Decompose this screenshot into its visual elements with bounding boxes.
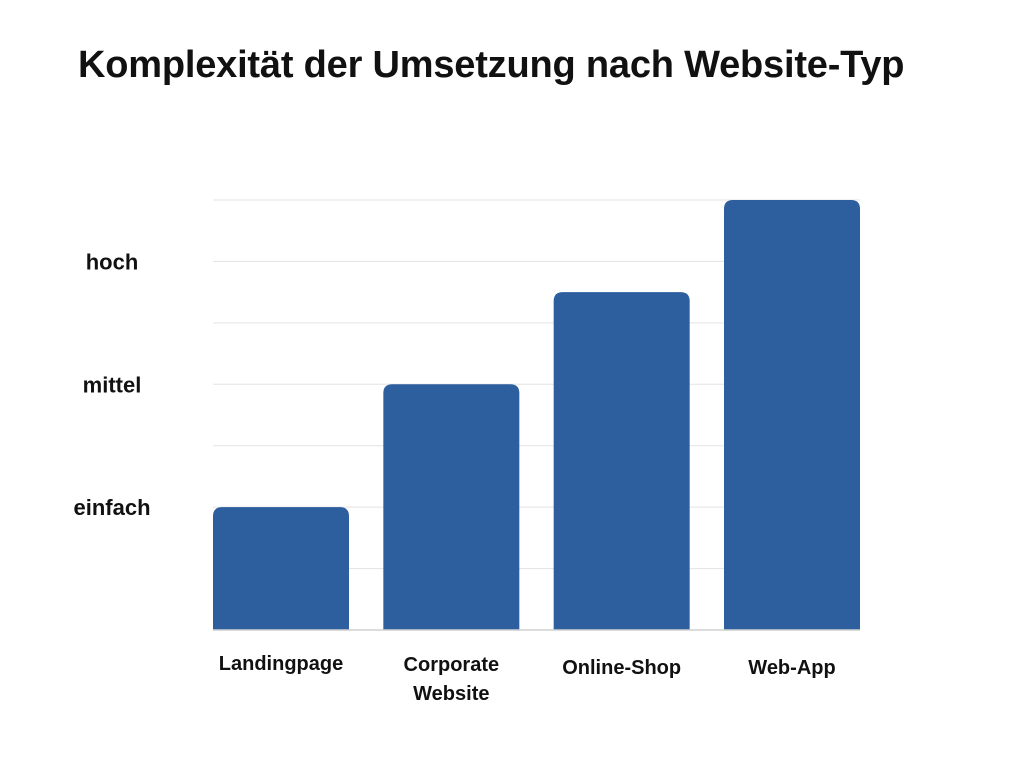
- bar-landingpage: [213, 507, 349, 630]
- bar-web-app: [724, 200, 860, 630]
- bar-online-shop: [553, 292, 690, 630]
- y-tick-label-hoch: hoch: [86, 249, 139, 274]
- x-tick-label-3: Web-App: [748, 657, 835, 679]
- x-tick-label-0: Landingpage: [219, 653, 343, 675]
- chart-title: Komplexität der Umsetzung nach Website-T…: [78, 44, 905, 86]
- x-tick-label-1: Corporate Website: [404, 654, 500, 705]
- y-tick-label-mittel: mittel: [83, 372, 142, 397]
- bar-corporate-website: [383, 384, 520, 630]
- x-tick-label-2: Online-Shop: [562, 657, 681, 679]
- y-tick-label-einfach: einfach: [73, 495, 150, 520]
